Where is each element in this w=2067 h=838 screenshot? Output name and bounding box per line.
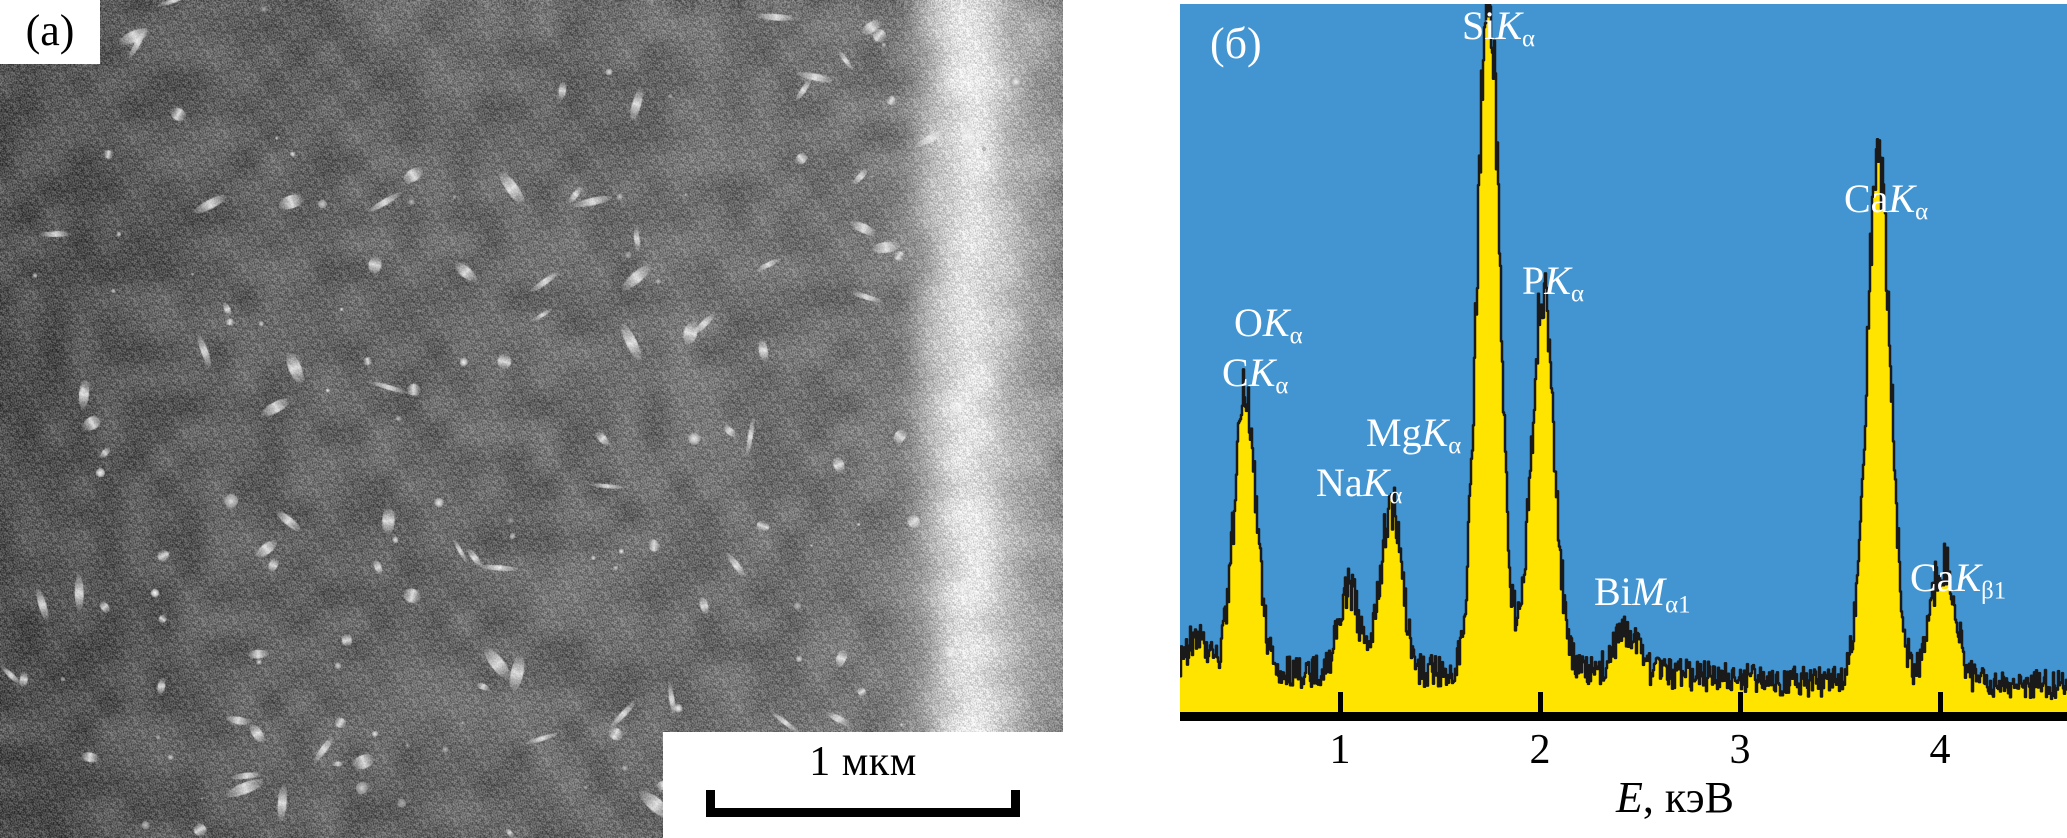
scale-bar-label: 1 мкм <box>809 739 917 785</box>
line-subscript: α <box>1389 482 1403 510</box>
spectrum-plot-area: (б) <box>1180 4 2067 712</box>
element-symbol: Si <box>1462 3 1496 49</box>
shell-letter: K <box>1421 410 1449 456</box>
panel-b-label: (б) <box>1210 19 1262 68</box>
sem-micrograph-image <box>0 0 1063 838</box>
peak-label-mg-kα: MgKα <box>1366 410 1461 459</box>
line-subscript: α <box>1289 322 1303 350</box>
edx-spectrum-panel: (б) <box>1063 0 2067 838</box>
scale-bar-rule <box>706 790 1020 817</box>
line-subscript: α <box>1448 432 1462 460</box>
peak-label-si-kα: SiKα <box>1462 3 1535 52</box>
peak-label-c-kα: CKα <box>1222 349 1288 398</box>
shell-letter: K <box>1495 3 1523 49</box>
shell-letter: K <box>1362 459 1390 505</box>
spectrum-outline <box>1180 4 2067 701</box>
line-subscript: α <box>1570 280 1584 308</box>
x-tick-label-3: 3 <box>1729 727 1751 773</box>
x-tick-label-2: 2 <box>1529 727 1551 773</box>
scale-bar: 1 мкм <box>663 732 1063 838</box>
shell-letter: K <box>1248 349 1276 395</box>
x-axis-line <box>1180 712 2067 721</box>
peak-label-ca-kα: CaKα <box>1844 176 1928 225</box>
shell-letter: K <box>1954 555 1982 601</box>
shell-letter: K <box>1262 300 1290 346</box>
panel-a-label: (а) <box>0 0 100 64</box>
element-symbol: Na <box>1316 459 1363 505</box>
peak-label-o-kα: OKα <box>1234 300 1303 349</box>
x-tick-2 <box>1538 692 1543 714</box>
element-symbol: Mg <box>1366 410 1422 456</box>
element-symbol: Ca <box>1844 176 1889 222</box>
peak-label-p-kα: PKα <box>1522 257 1584 306</box>
spectrum-curve <box>1180 4 2067 712</box>
x-axis-unit: , кэВ <box>1642 773 1734 822</box>
peak-label-ca-kβ1: CaKβ1 <box>1910 555 2006 604</box>
peak-label-na-kα: NaKα <box>1316 459 1402 508</box>
x-axis-symbol: E <box>1616 773 1643 822</box>
sem-micrograph-panel: (а) 1 мкм <box>0 0 1063 838</box>
shell-letter: K <box>1888 176 1916 222</box>
peak-label-bi-mα1: BiMα1 <box>1594 569 1691 618</box>
shell-letter: K <box>1544 257 1571 303</box>
line-subscript: α <box>1275 372 1289 400</box>
element-symbol: P <box>1522 257 1545 303</box>
x-axis-title: E, кэВ <box>1450 772 1900 823</box>
element-symbol: Ca <box>1910 555 1955 601</box>
line-subscript: β1 <box>1981 577 2007 605</box>
element-symbol: O <box>1234 300 1263 346</box>
x-tick-label-4: 4 <box>1929 727 1951 773</box>
shell-letter: M <box>1631 569 1666 615</box>
x-tick-4 <box>1938 692 1943 714</box>
line-subscript: α1 <box>1665 591 1691 619</box>
x-tick-label-1: 1 <box>1329 727 1351 773</box>
x-tick-1 <box>1338 692 1343 714</box>
line-subscript: α <box>1915 198 1929 226</box>
element-symbol: Bi <box>1594 569 1632 615</box>
element-symbol: C <box>1222 349 1249 395</box>
line-subscript: α <box>1522 25 1536 53</box>
x-tick-3 <box>1738 692 1743 714</box>
